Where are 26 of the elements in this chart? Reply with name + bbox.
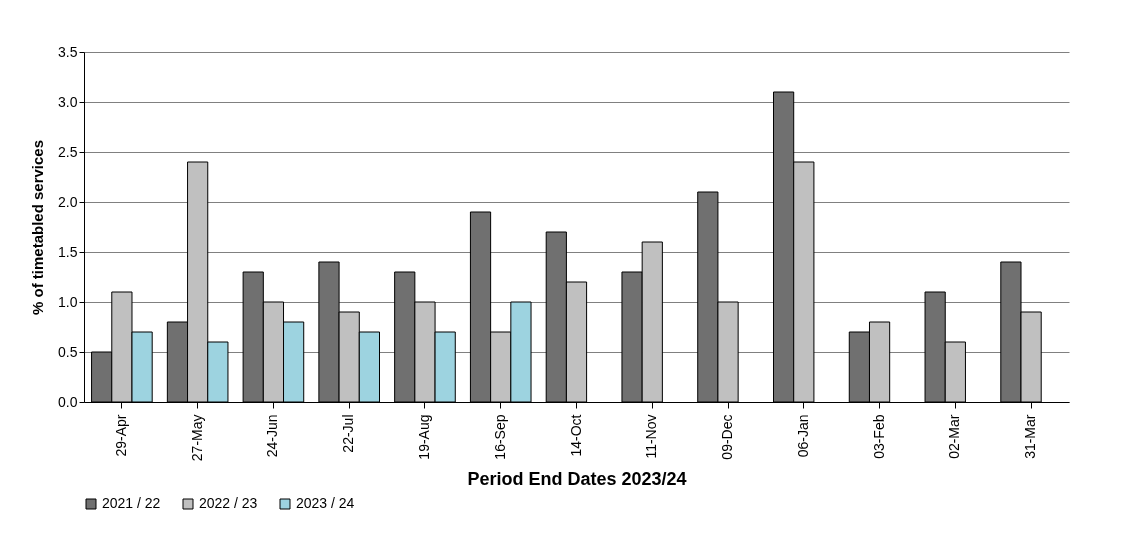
x-tick-label: 03-Feb: [870, 414, 887, 459]
legend-label: 2021 / 22: [102, 495, 161, 511]
x-tick-label: 11-Nov: [643, 414, 660, 459]
x-tick-label: 14-Oct: [567, 414, 584, 457]
x-tick-label: 31-Mar: [1022, 414, 1039, 459]
x-tick-label: 02-Mar: [946, 414, 963, 459]
x-axis-title: Period End Dates 2023/24: [467, 469, 687, 490]
legend-label: 2022 / 23: [199, 495, 258, 511]
x-tick-label: 24-Jun: [264, 414, 281, 458]
y-axis-title: % of timetabled services: [29, 139, 47, 316]
y-tick-label: 2.5: [58, 143, 78, 160]
legend-label: 2023 / 24: [296, 495, 355, 511]
x-tick-label: 16-Sep: [491, 414, 508, 460]
x-tick-label: 22-Jul: [340, 414, 357, 453]
x-tick-label: 09-Dec: [719, 414, 736, 460]
x-tick-label: 06-Jan: [794, 414, 811, 458]
x-tick-label: 27-May: [188, 414, 205, 462]
x-tick-label: 29-Apr: [112, 414, 129, 457]
y-tick-label: 2.0: [58, 193, 78, 210]
y-tick-label: 0.0: [58, 393, 78, 410]
y-tick-label: 3.0: [58, 93, 78, 110]
y-tick-label: 0.5: [58, 343, 78, 360]
y-tick-label: 3.5: [58, 43, 78, 60]
y-tick-label: 1.5: [58, 243, 78, 260]
x-tick-label: 19-Aug: [415, 414, 432, 460]
y-tick-label: 1.0: [58, 293, 78, 310]
